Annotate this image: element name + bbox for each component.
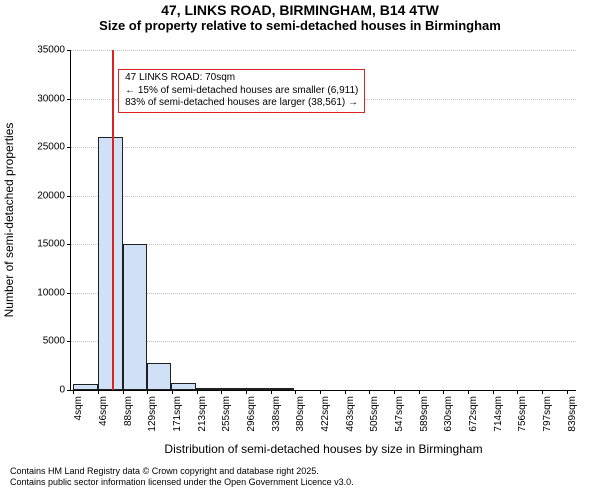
xtick-mark — [98, 390, 99, 394]
xtick-mark — [271, 390, 272, 394]
histogram-bar — [147, 363, 172, 390]
xtick-mark — [493, 390, 494, 394]
ytick-label: 20000 — [37, 190, 65, 201]
histogram-bar — [269, 388, 294, 390]
xtick-label: 4sqm — [73, 396, 84, 420]
xtick-mark — [517, 390, 518, 394]
annotation-line: ← 15% of semi-detached houses are smalle… — [125, 85, 358, 98]
histogram-bar — [73, 384, 98, 390]
chart-subtitle: Size of property relative to semi-detach… — [0, 18, 600, 33]
xtick-mark — [394, 390, 395, 394]
histogram-bar — [196, 388, 221, 390]
footer-line-2: Contains public sector information licen… — [10, 477, 354, 488]
histogram-bar — [98, 137, 123, 390]
xtick-label: 630sqm — [443, 396, 454, 432]
xtick-mark — [468, 390, 469, 394]
annotation-line: 83% of semi-detached houses are larger (… — [125, 97, 358, 110]
plot-area: 0500010000150002000025000300003500047 LI… — [70, 50, 576, 391]
xtick-mark — [345, 390, 346, 394]
ytick-mark — [67, 196, 71, 197]
gridline — [71, 147, 576, 148]
gridline — [71, 341, 576, 342]
xtick-label: 463sqm — [345, 396, 356, 432]
xtick-mark — [443, 390, 444, 394]
xtick-mark — [419, 390, 420, 394]
xtick-mark — [172, 390, 173, 394]
x-axis-label: Distribution of semi-detached houses by … — [164, 442, 482, 456]
xtick-mark — [542, 390, 543, 394]
xtick-label: 797sqm — [542, 396, 553, 432]
gridline — [71, 244, 576, 245]
ytick-label: 15000 — [37, 239, 65, 250]
ytick-label: 10000 — [37, 287, 65, 298]
xtick-mark — [123, 390, 124, 394]
xtick-mark — [567, 390, 568, 394]
xtick-label: 839sqm — [567, 396, 578, 432]
ytick-label: 30000 — [37, 93, 65, 104]
xtick-label: 505sqm — [369, 396, 380, 432]
ytick-mark — [67, 390, 71, 391]
footer-line-1: Contains HM Land Registry data © Crown c… — [10, 466, 354, 477]
ytick-mark — [67, 50, 71, 51]
xtick-mark — [320, 390, 321, 394]
xtick-label: 296sqm — [246, 396, 257, 432]
xtick-label: 547sqm — [394, 396, 405, 432]
xtick-label: 171sqm — [172, 396, 183, 432]
gridline — [71, 293, 576, 294]
histogram-bar — [221, 388, 245, 390]
xtick-label: 672sqm — [468, 396, 479, 432]
xtick-label: 714sqm — [493, 396, 504, 432]
ytick-label: 35000 — [37, 45, 65, 56]
ytick-label: 25000 — [37, 142, 65, 153]
ytick-label: 5000 — [43, 336, 65, 347]
xtick-label: 422sqm — [320, 396, 331, 432]
ytick-mark — [67, 341, 71, 342]
ytick-label: 0 — [59, 385, 65, 396]
xtick-label: 338sqm — [271, 396, 282, 432]
chart-title: 47, LINKS ROAD, BIRMINGHAM, B14 4TW — [0, 2, 600, 18]
gridline — [71, 50, 576, 51]
histogram-bar — [171, 383, 196, 390]
histogram-bar — [123, 244, 147, 390]
xtick-mark — [147, 390, 148, 394]
gridline — [71, 196, 576, 197]
chart-container: 47, LINKS ROAD, BIRMINGHAM, B14 4TW Size… — [0, 0, 600, 500]
xtick-label: 756sqm — [517, 396, 528, 432]
xtick-mark — [369, 390, 370, 394]
ytick-mark — [67, 99, 71, 100]
histogram-bar — [245, 388, 270, 390]
xtick-mark — [197, 390, 198, 394]
xtick-label: 589sqm — [419, 396, 430, 432]
xtick-mark — [246, 390, 247, 394]
xtick-label: 46sqm — [98, 396, 109, 426]
y-axis-label: Number of semi-detached properties — [2, 123, 16, 318]
xtick-label: 255sqm — [221, 396, 232, 432]
reference-line — [112, 50, 114, 390]
xtick-mark — [295, 390, 296, 394]
xtick-mark — [221, 390, 222, 394]
xtick-label: 88sqm — [123, 396, 134, 426]
xtick-label: 213sqm — [197, 396, 208, 432]
ytick-mark — [67, 293, 71, 294]
ytick-mark — [67, 244, 71, 245]
ytick-mark — [67, 147, 71, 148]
annotation-line: 47 LINKS ROAD: 70sqm — [125, 72, 358, 85]
xtick-mark — [73, 390, 74, 394]
xtick-label: 380sqm — [295, 396, 306, 432]
xtick-label: 129sqm — [147, 396, 158, 432]
footer-attribution: Contains HM Land Registry data © Crown c… — [10, 466, 354, 488]
annotation-box: 47 LINKS ROAD: 70sqm← 15% of semi-detach… — [118, 69, 365, 113]
